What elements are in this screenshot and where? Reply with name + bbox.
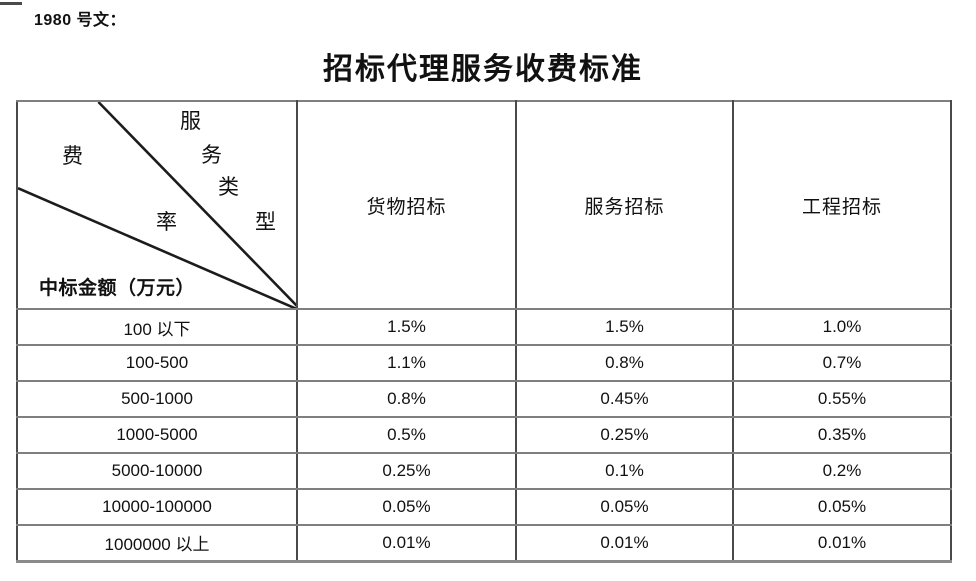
table-row: 10000-100000 0.05% 0.05% 0.05% — [16, 488, 952, 526]
rate-cell: 0.25% — [296, 452, 517, 490]
rate-cell: 0.05% — [732, 488, 952, 526]
rate-cell: 0.45% — [515, 380, 734, 418]
column-header-goods: 货物招标 — [296, 100, 517, 310]
rate-cell: 1.5% — [296, 308, 517, 346]
document-reference: 1980 号文： — [34, 12, 127, 29]
amount-range-cell: 10000-100000 — [16, 488, 298, 526]
fee-standard-table: 服 费 务 类 率 型 中标金额（万元） 货物招标 服务招标 工程招标 100 … — [16, 100, 952, 563]
table-row: 1000000 以上 0.01% 0.01% 0.01% — [16, 524, 952, 563]
corner-char: 服 — [180, 109, 201, 133]
rate-cell: 0.8% — [515, 344, 734, 382]
column-header-services: 服务招标 — [515, 100, 734, 310]
rate-cell: 0.55% — [732, 380, 952, 418]
table-row: 500-1000 0.8% 0.45% 0.55% — [16, 380, 952, 418]
amount-range-cell: 100-500 — [16, 344, 298, 382]
amount-range-cell: 500-1000 — [16, 380, 298, 418]
rate-cell: 0.05% — [296, 488, 517, 526]
column-header-works: 工程招标 — [732, 100, 952, 310]
rate-cell: 1.5% — [515, 308, 734, 346]
rate-cell: 0.01% — [296, 524, 517, 563]
diagonal-corner-cell: 服 费 务 类 率 型 中标金额（万元） — [16, 100, 298, 310]
corner-char: 类 — [218, 175, 239, 199]
amount-range-cell: 5000-10000 — [16, 452, 298, 490]
corner-char: 务 — [201, 143, 222, 167]
rate-cell: 0.05% — [515, 488, 734, 526]
corner-char: 费 — [62, 144, 83, 168]
rate-cell: 0.2% — [732, 452, 952, 490]
rate-cell: 0.25% — [515, 416, 734, 454]
table-row: 1000-5000 0.5% 0.25% 0.35% — [16, 416, 952, 454]
rate-cell: 0.7% — [732, 344, 952, 382]
corner-char: 型 — [255, 210, 276, 234]
corner-bottom-label: 中标金额（万元） — [39, 278, 196, 299]
amount-range-cell: 1000000 以上 — [16, 524, 298, 563]
rate-cell: 0.35% — [732, 416, 952, 454]
diagonal-divider-lines — [19, 103, 295, 307]
table-row: 100-500 1.1% 0.8% 0.7% — [16, 344, 952, 382]
rate-cell: 0.8% — [296, 380, 517, 418]
rate-cell: 0.01% — [515, 524, 734, 563]
table-row: 5000-10000 0.25% 0.1% 0.2% — [16, 452, 952, 490]
rate-cell: 1.0% — [732, 308, 952, 346]
table-row: 100 以下 1.5% 1.5% 1.0% — [16, 308, 952, 346]
header-row: 服 费 务 类 率 型 中标金额（万元） 货物招标 服务招标 工程招标 — [16, 100, 952, 310]
amount-range-cell: 100 以下 — [16, 308, 298, 346]
page-title: 招标代理服务收费标准 — [323, 53, 643, 86]
amount-range-cell: 1000-5000 — [16, 416, 298, 454]
table-body: 100 以下 1.5% 1.5% 1.0% 100-500 1.1% 0.8% … — [16, 308, 952, 563]
corner-char: 率 — [156, 210, 177, 234]
rate-cell: 0.01% — [732, 524, 952, 563]
rate-cell: 0.5% — [296, 416, 517, 454]
rate-cell: 0.1% — [515, 452, 734, 490]
rate-cell: 1.1% — [296, 344, 517, 382]
page-edge-artifact — [0, 2, 22, 5]
